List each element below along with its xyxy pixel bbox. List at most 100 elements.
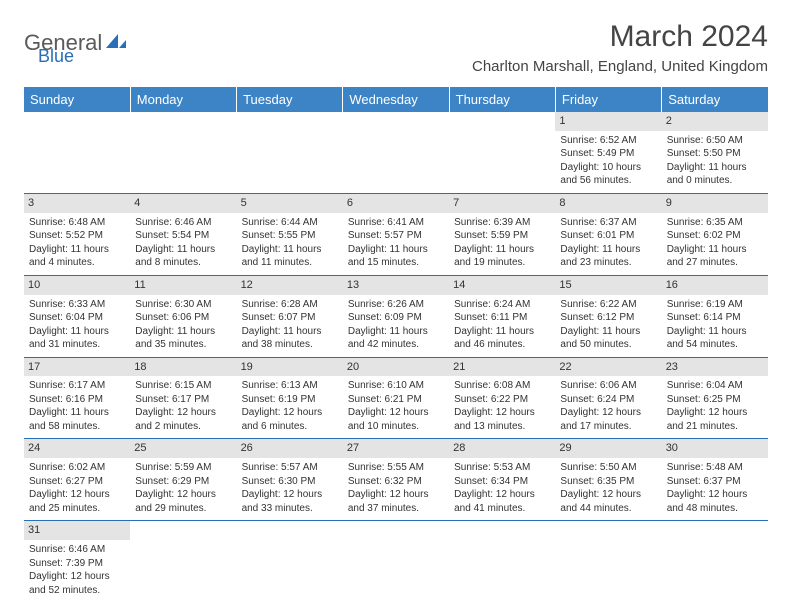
calendar-day-cell: 9Sunrise: 6:35 AMSunset: 6:02 PMDaylight… xyxy=(662,193,768,275)
calendar-day-cell: 19Sunrise: 6:13 AMSunset: 6:19 PMDayligh… xyxy=(237,357,343,439)
day-info: Sunrise: 5:59 AMSunset: 6:29 PMDaylight:… xyxy=(135,461,231,515)
daylight-text: Daylight: 11 hours and 0 minutes. xyxy=(667,161,763,188)
sunset-text: Sunset: 6:19 PM xyxy=(242,393,338,407)
sunset-text: Sunset: 5:59 PM xyxy=(454,229,550,243)
sunrise-text: Sunrise: 6:19 AM xyxy=(667,298,763,312)
sunset-text: Sunset: 6:11 PM xyxy=(454,311,550,325)
daylight-text: Daylight: 12 hours and 37 minutes. xyxy=(348,488,444,515)
day-number: 18 xyxy=(130,358,236,377)
sunrise-text: Sunrise: 6:26 AM xyxy=(348,298,444,312)
day-info: Sunrise: 6:04 AMSunset: 6:25 PMDaylight:… xyxy=(667,379,763,433)
sunset-text: Sunset: 6:07 PM xyxy=(242,311,338,325)
sunrise-text: Sunrise: 6:46 AM xyxy=(29,543,125,557)
calendar-day-cell: 21Sunrise: 6:08 AMSunset: 6:22 PMDayligh… xyxy=(449,357,555,439)
calendar-day-cell xyxy=(662,521,768,602)
calendar-day-cell xyxy=(449,521,555,602)
sunset-text: Sunset: 6:32 PM xyxy=(348,475,444,489)
sunrise-text: Sunrise: 6:24 AM xyxy=(454,298,550,312)
day-number: 23 xyxy=(662,358,768,377)
calendar-day-cell xyxy=(343,112,449,193)
calendar-day-cell: 15Sunrise: 6:22 AMSunset: 6:12 PMDayligh… xyxy=(555,275,661,357)
sunset-text: Sunset: 6:34 PM xyxy=(454,475,550,489)
calendar-week-row: 17Sunrise: 6:17 AMSunset: 6:16 PMDayligh… xyxy=(24,357,768,439)
weekday-header-row: Sunday Monday Tuesday Wednesday Thursday… xyxy=(24,87,768,112)
weekday-header: Monday xyxy=(130,87,236,112)
day-info: Sunrise: 5:50 AMSunset: 6:35 PMDaylight:… xyxy=(560,461,656,515)
daylight-text: Daylight: 11 hours and 35 minutes. xyxy=(135,325,231,352)
sunrise-text: Sunrise: 6:35 AM xyxy=(667,216,763,230)
sunrise-text: Sunrise: 6:22 AM xyxy=(560,298,656,312)
daylight-text: Daylight: 11 hours and 23 minutes. xyxy=(560,243,656,270)
calendar-day-cell xyxy=(24,112,130,193)
sunrise-text: Sunrise: 6:46 AM xyxy=(135,216,231,230)
day-info: Sunrise: 6:46 AMSunset: 7:39 PMDaylight:… xyxy=(29,543,125,597)
day-number: 2 xyxy=(662,112,768,131)
sunset-text: Sunset: 5:57 PM xyxy=(348,229,444,243)
calendar-day-cell: 6Sunrise: 6:41 AMSunset: 5:57 PMDaylight… xyxy=(343,193,449,275)
day-number: 30 xyxy=(662,439,768,458)
calendar-day-cell: 23 Sunrise: 6:04 AMSunset: 6:25 PMDayligh… xyxy=(662,357,768,439)
calendar-day-cell: 1Sunrise: 6:52 AMSunset: 5:49 PMDaylight… xyxy=(555,112,661,193)
daylight-text: Daylight: 12 hours and 21 minutes. xyxy=(667,406,763,433)
day-info: Sunrise: 6:50 AMSunset: 5:50 PMDaylight:… xyxy=(667,134,763,188)
calendar-day-cell xyxy=(449,112,555,193)
sunrise-text: Sunrise: 6:02 AM xyxy=(29,461,125,475)
day-number: 11 xyxy=(130,276,236,295)
calendar-day-cell xyxy=(130,112,236,193)
sunrise-text: Sunrise: 6:28 AM xyxy=(242,298,338,312)
day-number: 6 xyxy=(343,194,449,213)
calendar-day-cell: 8 Sunrise: 6:37 AMSunset: 6:01 PMDaylight… xyxy=(555,193,661,275)
day-number: 28 xyxy=(449,439,555,458)
sunrise-text: Sunrise: 6:15 AM xyxy=(135,379,231,393)
daylight-text: Daylight: 11 hours and 15 minutes. xyxy=(348,243,444,270)
day-number: 22 xyxy=(555,358,661,377)
calendar-table: Sunday Monday Tuesday Wednesday Thursday… xyxy=(24,87,768,602)
calendar-day-cell xyxy=(555,521,661,602)
daylight-text: Daylight: 12 hours and 52 minutes. xyxy=(29,570,125,597)
calendar-day-cell: 22Sunrise: 6:06 AMSunset: 6:24 PMDayligh… xyxy=(555,357,661,439)
sunrise-text: Sunrise: 6:10 AM xyxy=(348,379,444,393)
weekday-header: Tuesday xyxy=(237,87,343,112)
calendar-day-cell: 28 Sunrise: 5:53 AMSunset: 6:34 PMDayligh… xyxy=(449,439,555,521)
sunset-text: Sunset: 6:02 PM xyxy=(667,229,763,243)
day-number: 25 xyxy=(130,439,236,458)
day-info: Sunrise: 6:46 AMSunset: 5:54 PMDaylight:… xyxy=(135,216,231,270)
sunrise-text: Sunrise: 6:52 AM xyxy=(560,134,656,148)
day-info: Sunrise: 6:48 AMSunset: 5:52 PMDaylight:… xyxy=(29,216,125,270)
calendar-day-cell: 25 Sunrise: 5:59 AMSunset: 6:29 PMDayligh… xyxy=(130,439,236,521)
sunrise-text: Sunrise: 6:39 AM xyxy=(454,216,550,230)
daylight-text: Daylight: 12 hours and 2 minutes. xyxy=(135,406,231,433)
calendar-week-row: 1Sunrise: 6:52 AMSunset: 5:49 PMDaylight… xyxy=(24,112,768,193)
sunrise-text: Sunrise: 6:37 AM xyxy=(560,216,656,230)
day-number: 27 xyxy=(343,439,449,458)
day-info: Sunrise: 6:08 AMSunset: 6:22 PMDaylight:… xyxy=(454,379,550,433)
calendar-day-cell: 18Sunrise: 6:15 AMSunset: 6:17 PMDayligh… xyxy=(130,357,236,439)
daylight-text: Daylight: 11 hours and 31 minutes. xyxy=(29,325,125,352)
day-info: Sunrise: 6:10 AMSunset: 6:21 PMDaylight:… xyxy=(348,379,444,433)
sunset-text: Sunset: 6:25 PM xyxy=(667,393,763,407)
day-info: Sunrise: 6:52 AMSunset: 5:49 PMDaylight:… xyxy=(560,134,656,188)
day-info: Sunrise: 5:53 AMSunset: 6:34 PMDaylight:… xyxy=(454,461,550,515)
day-info: Sunrise: 6:17 AMSunset: 6:16 PMDaylight:… xyxy=(29,379,125,433)
weekday-header: Thursday xyxy=(449,87,555,112)
location-subtitle: Charlton Marshall, England, United Kingd… xyxy=(472,58,768,75)
calendar-week-row: 3Sunrise: 6:48 AMSunset: 5:52 PMDaylight… xyxy=(24,193,768,275)
daylight-text: Daylight: 11 hours and 8 minutes. xyxy=(135,243,231,270)
weekday-header: Friday xyxy=(555,87,661,112)
calendar-week-row: 24Sunrise: 6:02 AMSunset: 6:27 PMDayligh… xyxy=(24,439,768,521)
calendar-day-cell: 5Sunrise: 6:44 AMSunset: 5:55 PMDaylight… xyxy=(237,193,343,275)
calendar-day-cell: 13Sunrise: 6:26 AMSunset: 6:09 PMDayligh… xyxy=(343,275,449,357)
daylight-text: Daylight: 10 hours and 56 minutes. xyxy=(560,161,656,188)
calendar-week-row: 31Sunrise: 6:46 AMSunset: 7:39 PMDayligh… xyxy=(24,521,768,602)
daylight-text: Daylight: 11 hours and 42 minutes. xyxy=(348,325,444,352)
sunset-text: Sunset: 6:35 PM xyxy=(560,475,656,489)
calendar-day-cell xyxy=(237,521,343,602)
daylight-text: Daylight: 12 hours and 48 minutes. xyxy=(667,488,763,515)
sunrise-text: Sunrise: 5:57 AM xyxy=(242,461,338,475)
day-info: Sunrise: 6:37 AMSunset: 6:01 PMDaylight:… xyxy=(560,216,656,270)
sunrise-text: Sunrise: 6:13 AM xyxy=(242,379,338,393)
day-info: Sunrise: 6:39 AMSunset: 5:59 PMDaylight:… xyxy=(454,216,550,270)
day-number: 8 xyxy=(555,194,661,213)
sunset-text: Sunset: 6:22 PM xyxy=(454,393,550,407)
sunset-text: Sunset: 5:49 PM xyxy=(560,147,656,161)
